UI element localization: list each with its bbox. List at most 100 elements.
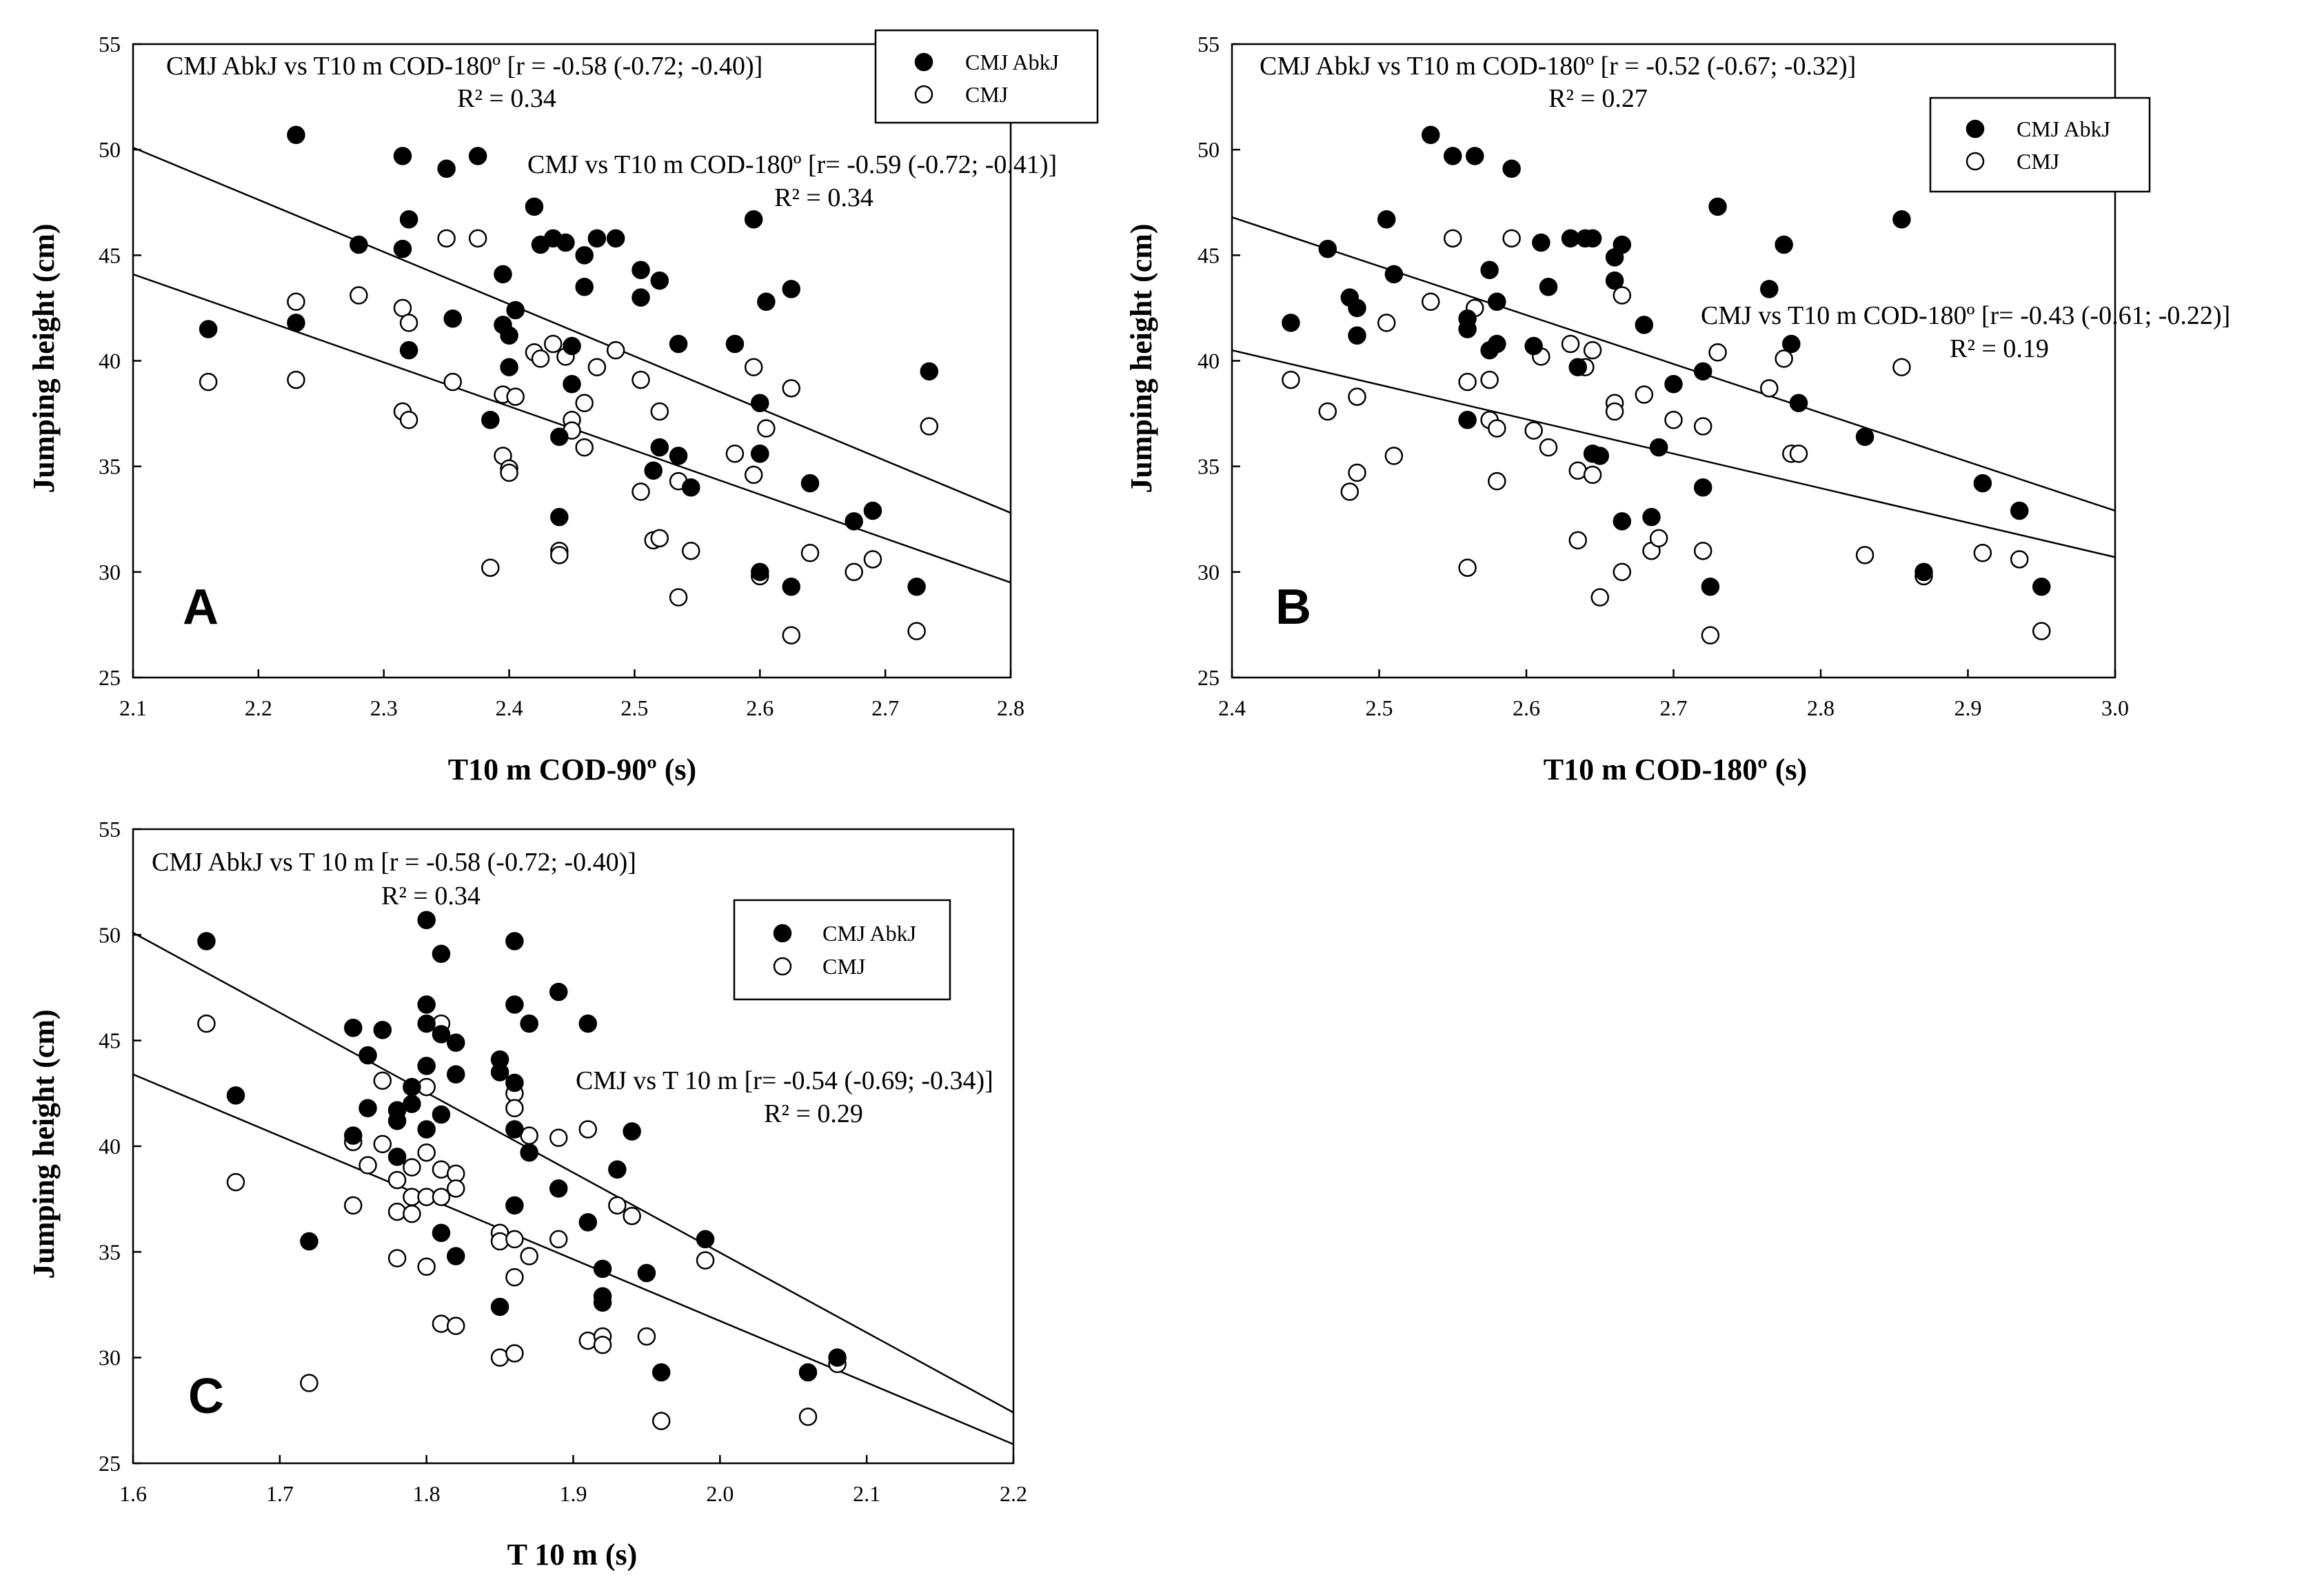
data-point-cmj-abkj bbox=[593, 1259, 612, 1279]
data-point-cmj-abkj bbox=[446, 1247, 465, 1265]
data-point-cmj-abkj bbox=[563, 374, 581, 394]
data-point-cmj-abkj bbox=[1488, 292, 1506, 311]
data-point-cmj bbox=[300, 1374, 319, 1392]
data-point-cmj-abkj bbox=[525, 197, 544, 216]
x-tick-label: 1.7 bbox=[266, 1481, 294, 1506]
axis-ticks: 2.4 2.5 2.6 2.7 2.8 2.9 3.0 25 30 35 40 45 50 55 bbox=[1198, 32, 2129, 720]
data-point-cmj bbox=[417, 1143, 436, 1162]
data-point-cmj-abkj bbox=[556, 233, 575, 252]
data-point-cmj bbox=[1458, 372, 1477, 391]
data-point-cmj bbox=[417, 1257, 436, 1276]
data-point-cmj bbox=[1444, 229, 1462, 248]
data-point-cmj-abkj bbox=[358, 1099, 377, 1118]
data-point-cmj-abkj bbox=[644, 461, 663, 480]
data-point-cmj-abkj bbox=[399, 210, 418, 229]
data-point-cmj bbox=[1701, 626, 1720, 644]
data-point-cmj-abkj bbox=[505, 932, 524, 950]
data-point-cmj bbox=[757, 419, 776, 438]
y-tick-label: 45 bbox=[99, 1028, 121, 1053]
data-point-cmj bbox=[1760, 379, 1779, 398]
data-point-cmj-abkj bbox=[631, 261, 650, 280]
data-point-cmj-abkj bbox=[1466, 147, 1484, 165]
data-point-cmj bbox=[587, 358, 607, 376]
data-point-cmj bbox=[387, 1170, 407, 1190]
x-tick-label: 2.8 bbox=[1807, 695, 1835, 720]
data-point-cmj-abkj bbox=[446, 1033, 465, 1052]
data-point-cmj-abkj bbox=[399, 340, 418, 360]
data-point-cmj-abkj bbox=[505, 1196, 524, 1215]
data-point-cmj bbox=[1605, 402, 1624, 421]
data-point-cmj bbox=[226, 1172, 245, 1192]
data-point-cmj-abkj bbox=[437, 159, 456, 178]
data-point-cmj-abkj bbox=[481, 411, 500, 429]
panel-letter: A bbox=[183, 580, 219, 635]
data-point-cmj bbox=[287, 292, 305, 311]
x-tick-label: 2.3 bbox=[370, 695, 398, 720]
data-point-cmj-abkj bbox=[757, 292, 776, 311]
data-point-cmj-abkj bbox=[350, 235, 368, 254]
data-point-cmj-abkj bbox=[549, 1179, 568, 1198]
data-point-cmj-abkj bbox=[1775, 235, 1793, 254]
data-point-cmj-abkj bbox=[344, 1126, 363, 1145]
data-point-cmj bbox=[1348, 387, 1366, 406]
data-points bbox=[1282, 125, 2051, 644]
data-point-cmj bbox=[446, 1316, 465, 1335]
y-tick-label: 40 bbox=[99, 1134, 121, 1159]
data-point-cmj bbox=[920, 417, 939, 436]
data-point-cmj bbox=[1340, 482, 1360, 501]
data-point-cmj-abkj bbox=[578, 1014, 598, 1033]
y-tick-label: 50 bbox=[99, 137, 121, 162]
annotation-line-1: CMJ AbkJ vs T10 m COD-180º [r = -0.52 (-… bbox=[1260, 52, 1856, 81]
data-point-cmj-abkj bbox=[563, 336, 581, 356]
panel-a: 2.1 2.2 2.3 2.4 2.5 2.6 2.7 2.8 25 30 35 40 45 50 55 C… bbox=[27, 29, 1099, 786]
data-point-cmj-abkj bbox=[505, 1120, 524, 1139]
legend: CMJ AbkJ CMJ bbox=[1929, 96, 2151, 193]
data-point-cmj-abkj bbox=[863, 501, 882, 520]
y-tick-label: 45 bbox=[99, 243, 121, 267]
data-point-cmj-abkj bbox=[1892, 210, 1911, 229]
data-point-cmj bbox=[650, 402, 669, 421]
data-point-cmj bbox=[373, 1071, 392, 1090]
data-point-cmj-abkj bbox=[417, 1120, 436, 1139]
data-point-cmj bbox=[1664, 411, 1683, 429]
data-point-cmj-abkj bbox=[651, 1363, 671, 1382]
data-point-cmj-abkj bbox=[550, 427, 569, 447]
y-tick-label: 50 bbox=[1198, 137, 1220, 162]
data-point-cmj bbox=[505, 1230, 524, 1249]
panel-letter: B bbox=[1275, 580, 1311, 635]
annotation-r2-2: R² = 0.34 bbox=[774, 183, 873, 212]
data-point-cmj-abkj bbox=[550, 507, 569, 527]
data-point-cmj-abkj bbox=[845, 512, 863, 531]
data-point-cmj bbox=[575, 438, 594, 457]
data-point-cmj-abkj bbox=[1635, 316, 1654, 334]
y-tick-label: 50 bbox=[99, 922, 121, 947]
legend: CMJ AbkJ CMJ bbox=[874, 29, 1099, 124]
x-tick-label: 2.5 bbox=[1366, 695, 1393, 720]
data-point-cmj-abkj bbox=[637, 1263, 656, 1283]
x-tick-label: 2.6 bbox=[746, 695, 774, 720]
y-tick-label: 45 bbox=[1198, 243, 1220, 267]
data-point-cmj-abkj bbox=[287, 314, 305, 332]
y-tick-label: 40 bbox=[99, 349, 121, 374]
data-point-cmj bbox=[725, 445, 745, 463]
annotation-r2-1: R² = 0.34 bbox=[381, 882, 481, 910]
data-point-cmj bbox=[506, 387, 525, 406]
data-point-cmj-abkj bbox=[1282, 314, 1300, 332]
data-point-cmj-abkj bbox=[575, 246, 594, 265]
data-point-cmj-abkj bbox=[432, 1025, 451, 1044]
data-point-cmj bbox=[531, 349, 550, 368]
y-axis-title: Jumping height (cm) bbox=[27, 223, 61, 493]
data-point-cmj bbox=[344, 1196, 363, 1215]
legend-marker-cmj bbox=[914, 85, 933, 104]
y-tick-label: 25 bbox=[99, 665, 121, 690]
data-point-cmj-abkj bbox=[1458, 411, 1477, 429]
x-tick-label: 2.2 bbox=[245, 695, 272, 720]
data-point-cmj-abkj bbox=[1605, 271, 1624, 290]
data-point-cmj-abkj bbox=[490, 1297, 509, 1316]
x-tick-label: 2.5 bbox=[620, 695, 648, 720]
data-point-cmj bbox=[1318, 402, 1337, 421]
x-tick-label: 2.7 bbox=[871, 695, 899, 720]
data-point-cmj bbox=[800, 544, 820, 562]
data-point-cmj bbox=[1524, 421, 1543, 440]
y-tick-label: 55 bbox=[99, 817, 121, 842]
